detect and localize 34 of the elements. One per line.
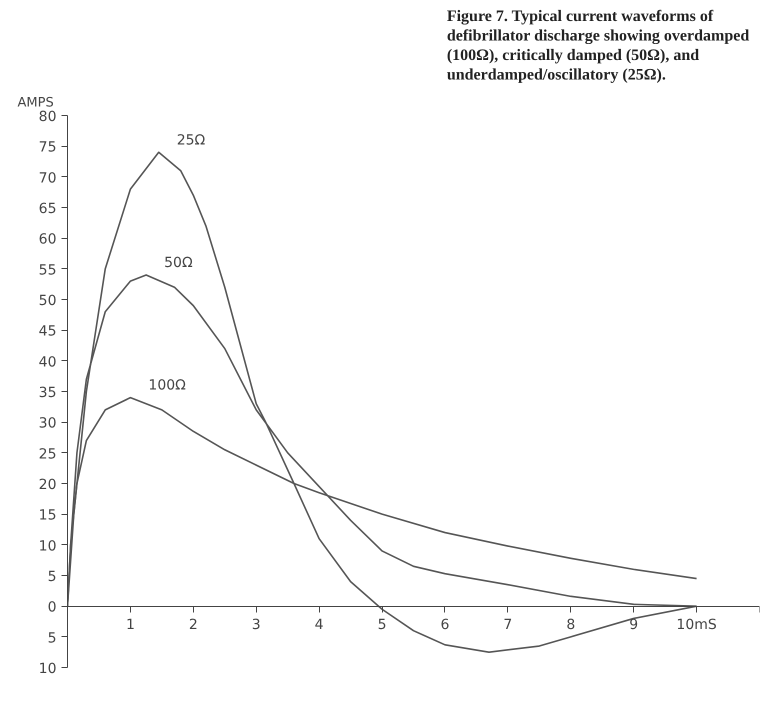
y-tick-label: 45 [38, 324, 57, 340]
y-tick-label: 70 [38, 170, 57, 186]
y-tick-label: 60 [38, 232, 57, 248]
x-tick-label: 4 [314, 617, 324, 634]
x-tick-label: 2 [188, 617, 198, 634]
y-tick-label: 10 [38, 538, 57, 554]
x-tick-label: 1 [126, 617, 135, 634]
x-tick-label: 8 [566, 617, 576, 634]
x-tick-label: 9 [629, 617, 638, 634]
x-tick-label: 10mS [676, 617, 717, 634]
y-tick-label: 25 [38, 446, 57, 462]
series-label: 25Ω [176, 132, 206, 148]
y-tick-label: 55 [38, 262, 57, 278]
chart-title: Figure 7. Typical current waveforms of defibrillator discharge showing overdamped (100Ω), critically damped (50Ω), and underdamped/oscillatory (25Ω). [446, 8, 750, 84]
y-tick-label: 75 [38, 140, 57, 156]
x-tick-label: 7 [503, 617, 512, 634]
y-axis-title: AMPS [18, 96, 54, 110]
y-tick-label: 0 [48, 600, 57, 616]
y-tick-label: 5 [48, 569, 57, 585]
y-tick-label: 10 [38, 661, 57, 677]
y-tick-label: 65 [38, 201, 57, 217]
x-tick-label: 6 [440, 617, 450, 634]
y-tick-label: 50 [38, 293, 57, 309]
y-tick-label: 35 [38, 385, 57, 401]
x-tick-label: 3 [252, 617, 261, 634]
y-tick-label: 30 [38, 416, 57, 432]
series-label: 50Ω [164, 254, 193, 271]
y-tick-label: 20 [38, 477, 57, 493]
y-tick-label: 5 [48, 630, 57, 646]
y-tick-label: 40 [38, 354, 57, 370]
y-tick-label: 80 [38, 109, 57, 125]
series-label: 100Ω [148, 378, 186, 394]
y-tick-label: 15 [38, 508, 57, 524]
x-tick-label: 5 [378, 617, 387, 634]
